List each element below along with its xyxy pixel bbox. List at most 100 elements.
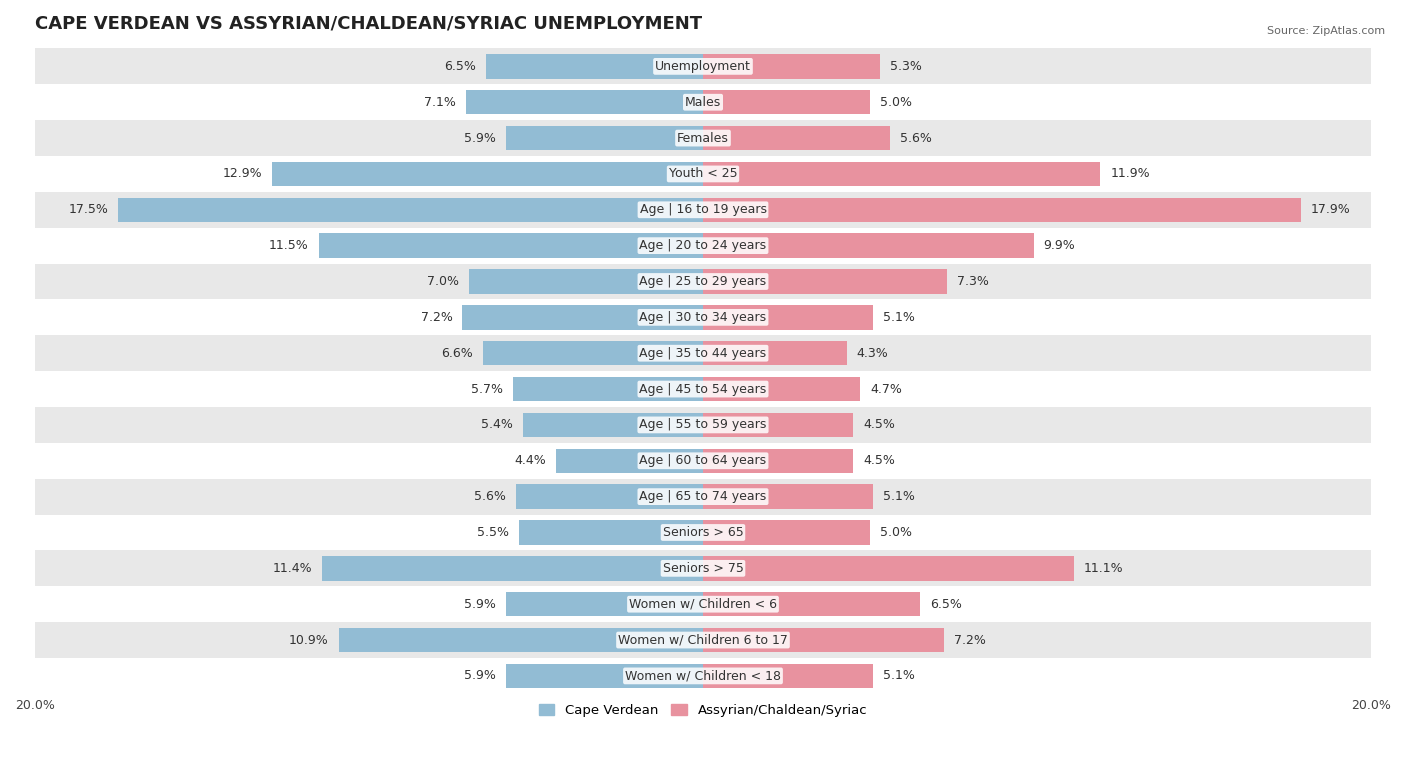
Text: 5.7%: 5.7% [471, 382, 502, 396]
Text: Age | 60 to 64 years: Age | 60 to 64 years [640, 454, 766, 467]
Bar [35, 550, 1371, 586]
Text: 6.5%: 6.5% [931, 598, 962, 611]
Bar [703, 449, 853, 473]
Bar [470, 269, 703, 294]
Bar [703, 305, 873, 329]
Bar [35, 515, 1371, 550]
Bar [35, 478, 1371, 515]
Bar [703, 162, 1101, 186]
Text: 5.1%: 5.1% [883, 490, 915, 503]
Text: Age | 25 to 29 years: Age | 25 to 29 years [640, 275, 766, 288]
Bar [118, 198, 703, 222]
Bar [35, 84, 1371, 120]
Text: Age | 30 to 34 years: Age | 30 to 34 years [640, 311, 766, 324]
Text: 5.4%: 5.4% [481, 419, 513, 431]
Text: 4.5%: 4.5% [863, 454, 896, 467]
Bar [506, 664, 703, 688]
Bar [35, 586, 1371, 622]
Text: 17.9%: 17.9% [1310, 204, 1351, 217]
Bar [703, 269, 946, 294]
Text: 4.5%: 4.5% [863, 419, 896, 431]
Bar [35, 228, 1371, 263]
Text: 5.1%: 5.1% [883, 311, 915, 324]
Bar [35, 48, 1371, 84]
Bar [703, 413, 853, 437]
Bar [35, 371, 1371, 407]
Bar [322, 556, 703, 581]
Text: Age | 45 to 54 years: Age | 45 to 54 years [640, 382, 766, 396]
Bar [35, 443, 1371, 478]
Text: Age | 20 to 24 years: Age | 20 to 24 years [640, 239, 766, 252]
Bar [506, 592, 703, 616]
Text: Source: ZipAtlas.com: Source: ZipAtlas.com [1267, 26, 1385, 36]
Bar [319, 233, 703, 258]
Text: 5.1%: 5.1% [883, 669, 915, 682]
Text: 7.1%: 7.1% [425, 95, 456, 109]
Bar [555, 449, 703, 473]
Text: Youth < 25: Youth < 25 [669, 167, 737, 180]
Text: Seniors > 75: Seniors > 75 [662, 562, 744, 575]
Text: 5.6%: 5.6% [474, 490, 506, 503]
Text: 7.3%: 7.3% [957, 275, 988, 288]
Bar [703, 664, 873, 688]
Text: 5.0%: 5.0% [880, 95, 912, 109]
Text: Age | 55 to 59 years: Age | 55 to 59 years [640, 419, 766, 431]
Bar [486, 55, 703, 79]
Bar [703, 126, 890, 151]
Bar [519, 520, 703, 545]
Text: 4.7%: 4.7% [870, 382, 901, 396]
Bar [703, 198, 1301, 222]
Bar [273, 162, 703, 186]
Bar [703, 628, 943, 653]
Bar [703, 556, 1074, 581]
Text: Women w/ Children < 6: Women w/ Children < 6 [628, 598, 778, 611]
Bar [35, 300, 1371, 335]
Text: Women w/ Children < 18: Women w/ Children < 18 [626, 669, 780, 682]
Text: 12.9%: 12.9% [222, 167, 262, 180]
Text: Females: Females [678, 132, 728, 145]
Text: 5.3%: 5.3% [890, 60, 922, 73]
Bar [703, 484, 873, 509]
Bar [703, 233, 1033, 258]
Text: 11.1%: 11.1% [1084, 562, 1123, 575]
Text: 11.9%: 11.9% [1111, 167, 1150, 180]
Bar [703, 592, 920, 616]
Text: Age | 16 to 19 years: Age | 16 to 19 years [640, 204, 766, 217]
Text: Age | 65 to 74 years: Age | 65 to 74 years [640, 490, 766, 503]
Bar [482, 341, 703, 366]
Bar [35, 192, 1371, 228]
Text: 10.9%: 10.9% [290, 634, 329, 646]
Text: 5.5%: 5.5% [477, 526, 509, 539]
Bar [35, 156, 1371, 192]
Text: Unemployment: Unemployment [655, 60, 751, 73]
Bar [35, 335, 1371, 371]
Bar [35, 263, 1371, 300]
Text: 6.6%: 6.6% [440, 347, 472, 360]
Text: 7.2%: 7.2% [420, 311, 453, 324]
Bar [463, 305, 703, 329]
Bar [703, 520, 870, 545]
Text: CAPE VERDEAN VS ASSYRIAN/CHALDEAN/SYRIAC UNEMPLOYMENT: CAPE VERDEAN VS ASSYRIAN/CHALDEAN/SYRIAC… [35, 15, 702, 33]
Text: 5.9%: 5.9% [464, 598, 496, 611]
Text: Males: Males [685, 95, 721, 109]
Bar [703, 341, 846, 366]
Text: 9.9%: 9.9% [1043, 239, 1076, 252]
Text: 5.9%: 5.9% [464, 669, 496, 682]
Bar [703, 90, 870, 114]
Text: 4.4%: 4.4% [515, 454, 546, 467]
Text: Women w/ Children 6 to 17: Women w/ Children 6 to 17 [619, 634, 787, 646]
Text: 6.5%: 6.5% [444, 60, 475, 73]
Text: 11.5%: 11.5% [269, 239, 309, 252]
Bar [35, 120, 1371, 156]
Text: 4.3%: 4.3% [856, 347, 889, 360]
Bar [703, 377, 860, 401]
Text: Age | 35 to 44 years: Age | 35 to 44 years [640, 347, 766, 360]
Bar [516, 484, 703, 509]
Bar [35, 407, 1371, 443]
Text: 17.5%: 17.5% [69, 204, 108, 217]
Bar [703, 55, 880, 79]
Legend: Cape Verdean, Assyrian/Chaldean/Syriac: Cape Verdean, Assyrian/Chaldean/Syriac [533, 699, 873, 723]
Bar [506, 126, 703, 151]
Text: 5.0%: 5.0% [880, 526, 912, 539]
Bar [523, 413, 703, 437]
